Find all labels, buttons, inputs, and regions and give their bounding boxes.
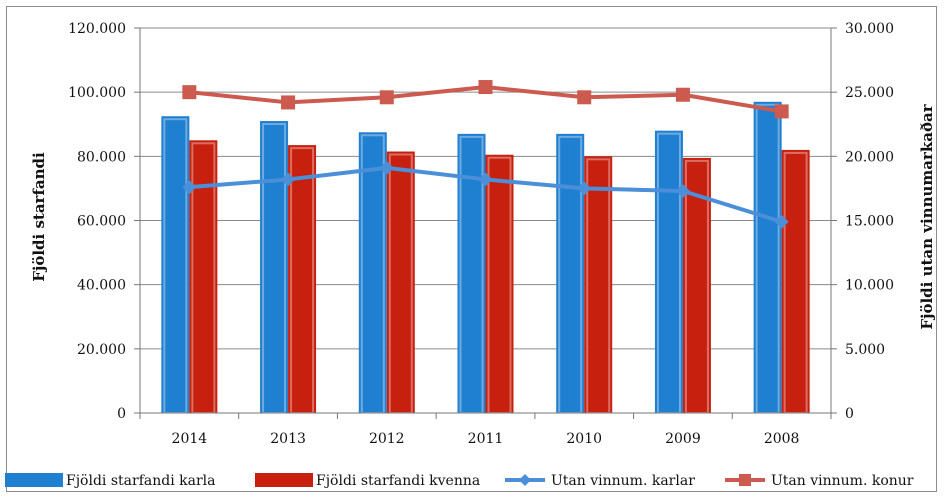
x-tick-label: 2010 [566,431,602,447]
y-right-tick-label: 30.000 [845,21,894,37]
y-axis-right-title: Fjöldi utan vinnumarkaðar [918,103,936,329]
bar-kvenna [288,145,317,415]
legend-label: Utan vinnum. konur [771,473,914,489]
y-left-tick-label: 20.000 [77,342,126,358]
legend-swatch [255,473,313,487]
y-right-tick-label: 20.000 [845,149,894,165]
marker-diamond [281,172,296,187]
legend-item: Fjöldi starfandi karla [5,473,215,489]
x-tick-label: 2012 [369,431,405,447]
y-left-tick-label: 80.000 [77,149,126,165]
legend-item: Utan vinnum. konur [725,473,914,489]
bar-fill [161,116,190,414]
marker-square [577,90,592,105]
x-tick-label: 2008 [764,431,800,447]
bar-kvenna [485,154,514,414]
bar-fill [584,156,613,414]
bar-kvenna [189,140,218,415]
marker-square [675,87,690,102]
bar-fill [556,133,585,413]
legend-label: Utan vinnum. karlar [551,473,695,489]
marker-square [478,80,493,95]
bar-fill [654,130,683,413]
y-right-tick-label: 5.000 [845,342,885,358]
y-left-tick-label: 100.000 [68,85,126,101]
y-left-tick-label: 40.000 [77,278,126,294]
legend-label: Fjöldi starfandi karla [66,473,215,489]
marker-diamond [478,172,493,187]
lines [182,80,789,229]
y-left-tick-label: 60.000 [77,214,126,230]
bar-kvenna [386,151,415,414]
bar-kvenna [682,157,711,414]
marker-square [182,85,197,100]
marker-diamond [577,181,592,196]
legend-marker [739,474,751,486]
bar-fill [358,132,387,414]
marker-diamond [774,214,789,229]
x-tick-label: 2014 [172,431,208,447]
y-left-tick-label: 120.000 [68,21,126,37]
bar-kvenna [584,156,613,414]
bar-fill [386,151,415,414]
axes: 0 0 20.000 5.000 40.000 10.000 60.000 15.000 80.… [68,21,894,447]
marker-square [281,95,296,110]
y-right-tick-label: 15.000 [845,214,894,230]
bars [161,101,810,415]
legend-item: Utan vinnum. karlar [505,473,695,489]
y-axis-left-title: Fjöldi starfandi [30,152,48,282]
bar-fill [781,149,810,413]
bar-fill [189,140,218,413]
marker-square [774,104,789,119]
legend-marker [519,474,531,486]
bar-fill [485,154,514,413]
legend-item: Fjöldi starfandi kvenna [255,473,480,489]
bar-karla [556,133,585,414]
marker-diamond [379,160,394,175]
legend: Fjöldi starfandi karla Fjöldi starfandi k… [5,473,914,489]
marker-diamond [675,183,690,198]
bar-karla [358,132,387,414]
bar-fill [260,121,289,414]
x-tick-label: 2009 [665,431,701,447]
y-right-tick-label: 25.000 [845,85,894,101]
bar-fill [682,157,711,413]
x-tick-label: 2011 [468,431,504,447]
y-left-tick-label: 0 [117,406,126,422]
bar-karla [654,130,683,415]
bar-karla [260,121,289,415]
y-right-tick-label: 10.000 [845,278,894,294]
legend-swatch [5,473,63,487]
bar-kvenna [781,149,810,415]
bar-karla [161,116,190,415]
marker-diamond [182,180,197,195]
bar-fill [288,145,317,413]
marker-square [379,90,394,105]
y-right-tick-label: 0 [845,406,854,422]
bar-fill [753,101,782,414]
x-tick-label: 2013 [270,431,306,447]
legend-label: Fjöldi starfandi kvenna [316,473,480,489]
bar-karla [753,101,782,415]
